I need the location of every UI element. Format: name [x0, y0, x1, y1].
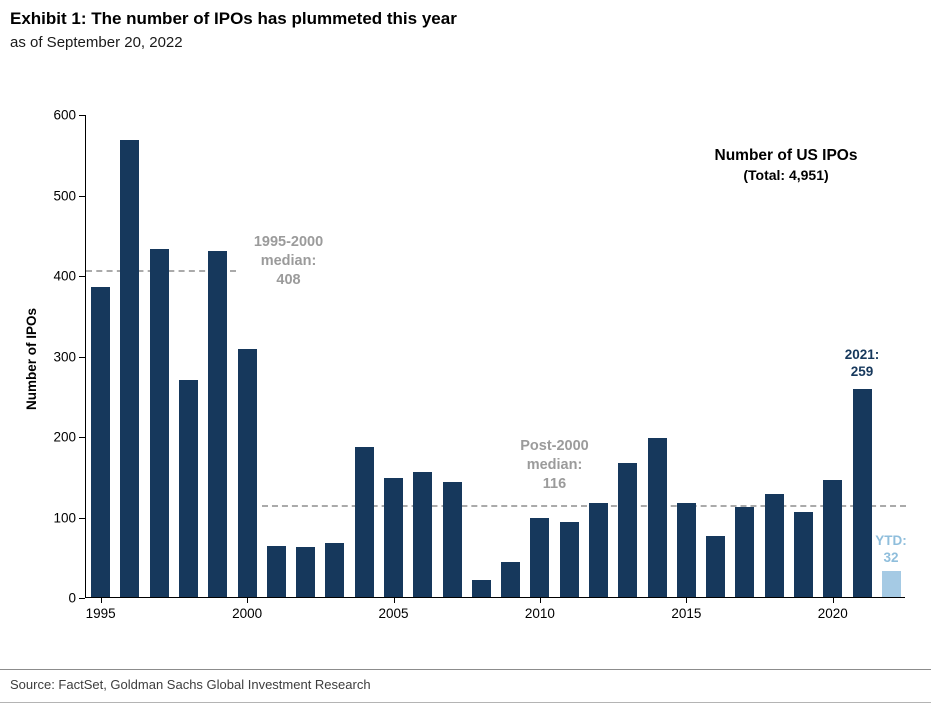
y-axis-tick-label: 200: [53, 429, 76, 445]
bar-2004: [354, 446, 374, 597]
median-label-line: median:: [526, 457, 583, 473]
x-axis-tick-label: 2005: [378, 606, 409, 621]
bar-2016: [706, 535, 726, 597]
chart-plot-area: 1995-2000 median: 408 Post-2000 median: …: [85, 115, 907, 621]
x-axis-tick-label: 2015: [671, 606, 702, 621]
bar-2003: [325, 543, 345, 597]
x-axis-tick-label: 2020: [817, 606, 848, 621]
bar-2007: [442, 481, 462, 597]
annotation-ytd-line: YTD:: [875, 533, 907, 548]
legend-title-line2: (Total: 4,951): [743, 167, 829, 183]
bar-1999: [208, 250, 228, 597]
median-label-post-2000: Post-2000 median: 116: [502, 437, 607, 494]
bar-1995: [91, 287, 111, 597]
footer-divider: [0, 669, 931, 670]
annotation-ytd: YTD: 32: [849, 532, 931, 566]
y-axis-tick-label: 400: [53, 268, 76, 284]
median-label-line: median:: [260, 253, 317, 269]
bar-2015: [676, 502, 696, 597]
exhibit-title: Exhibit 1: The number of IPOs has plumme…: [10, 9, 457, 28]
exhibit-subtitle: as of September 20, 2022: [10, 34, 183, 51]
y-axis-tick-label: 0: [68, 590, 76, 606]
x-axis-tick-label: 2000: [232, 606, 263, 621]
annotation-2021-line: 2021:: [844, 347, 880, 362]
bar-2000: [237, 349, 257, 597]
bar-2017: [735, 506, 755, 597]
y-axis-tick-mark: [79, 517, 85, 519]
x-axis-tick-mark: [832, 598, 834, 603]
bar-2022: [881, 571, 901, 597]
bar-2002: [296, 547, 316, 597]
y-axis-tick-label: 500: [53, 188, 76, 203]
median-label-line: 116: [542, 476, 567, 492]
bar-1998: [179, 379, 198, 597]
y-axis-tick-mark: [79, 356, 85, 358]
annotation-ytd-line: 32: [883, 550, 899, 565]
bar-2008: [471, 580, 491, 597]
median-label-line: Post-2000: [520, 438, 589, 454]
y-axis-tick-mark: [79, 598, 85, 599]
y-axis-tick-label: 600: [53, 107, 76, 123]
bar-1997: [149, 249, 169, 597]
bar-2018: [764, 494, 784, 597]
bar-2010: [530, 518, 550, 597]
x-axis-tick-mark: [100, 598, 102, 603]
bar-2005: [384, 477, 403, 597]
x-axis-tick-mark: [539, 598, 541, 603]
footer-bottom-divider: [0, 702, 931, 703]
x-axis-tick-mark: [247, 598, 249, 603]
x-axis-tick-mark: [393, 598, 395, 603]
y-axis-tick-mark: [79, 276, 85, 277]
chart-legend-title: Number of US IPOs (Total: 4,951): [676, 147, 896, 183]
bar-1996: [120, 139, 140, 597]
median-label-1995-2000: 1995-2000 median: 408: [236, 233, 341, 290]
y-axis-tick-mark: [79, 437, 85, 438]
bar-2011: [559, 522, 579, 597]
median-line-post-2000: [262, 504, 906, 507]
bar-2021: [852, 388, 872, 597]
bar-2019: [794, 511, 813, 597]
x-axis-tick-label: 1995: [85, 606, 116, 621]
annotation-2021: 2021: 259: [820, 346, 904, 380]
bar-2001: [266, 546, 286, 597]
y-axis-tick-label: 100: [53, 510, 76, 525]
bar-2014: [647, 437, 667, 597]
x-axis-tick-mark: [686, 598, 688, 603]
bar-2013: [618, 462, 638, 597]
median-label-line: 408: [276, 272, 301, 288]
y-axis-tick-mark: [79, 115, 85, 116]
y-axis-tick-mark: [79, 195, 85, 197]
source-note: Source: FactSet, Goldman Sachs Global In…: [10, 677, 371, 692]
y-axis-tick-label: 300: [53, 349, 76, 364]
bar-2009: [501, 562, 521, 597]
legend-title-line1: Number of US IPOs: [714, 147, 858, 164]
annotation-2021-line: 259: [850, 364, 874, 379]
x-axis-tick-label: 2010: [524, 606, 555, 621]
bar-2020: [823, 480, 843, 597]
bar-2012: [589, 502, 608, 597]
bar-2006: [413, 472, 433, 597]
median-label-line: 1995-2000: [253, 234, 324, 250]
